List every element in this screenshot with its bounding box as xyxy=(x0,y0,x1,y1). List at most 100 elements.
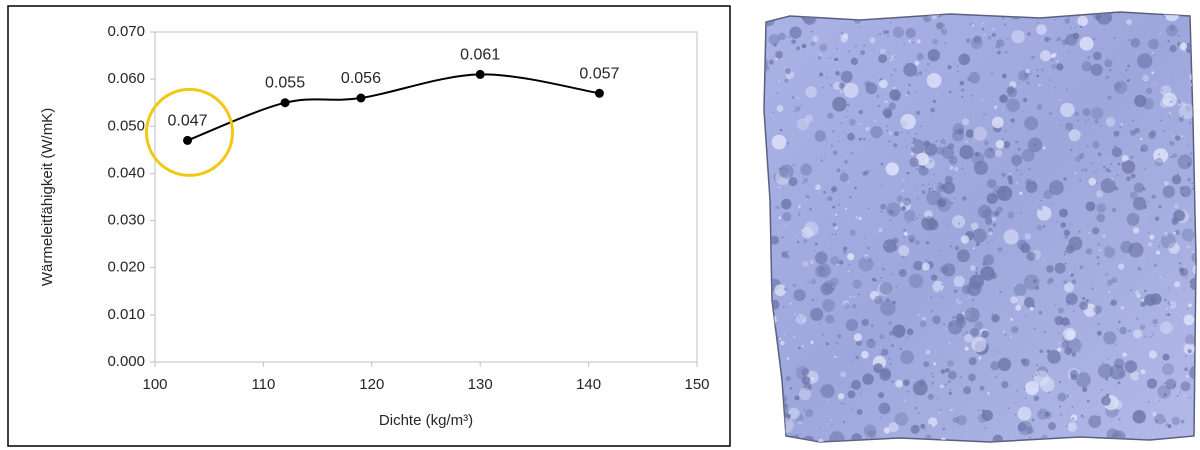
pore xyxy=(1026,427,1034,435)
pore xyxy=(1047,350,1061,364)
pore xyxy=(778,417,794,433)
pore xyxy=(832,206,835,209)
data-point xyxy=(595,89,604,98)
pore xyxy=(949,343,951,345)
pore xyxy=(793,336,796,339)
pore xyxy=(821,159,823,161)
pore xyxy=(890,8,897,15)
pore xyxy=(885,12,887,14)
pore xyxy=(914,188,916,190)
pore xyxy=(1062,341,1069,348)
pore xyxy=(924,430,926,432)
data-point xyxy=(183,136,192,145)
pore xyxy=(1016,390,1018,392)
pore xyxy=(894,57,896,59)
pore xyxy=(943,323,945,325)
pore xyxy=(1056,221,1058,223)
pore xyxy=(852,280,861,289)
pore xyxy=(924,158,935,169)
pore xyxy=(1164,16,1166,18)
pore xyxy=(1108,96,1112,100)
pore xyxy=(1079,301,1088,310)
pore xyxy=(838,393,844,399)
pore xyxy=(1161,120,1163,122)
pore xyxy=(952,215,965,228)
pore xyxy=(810,260,814,264)
pore xyxy=(924,141,930,147)
pore xyxy=(1025,397,1027,399)
data-point xyxy=(356,94,365,103)
pore xyxy=(1059,406,1061,408)
pore xyxy=(1189,284,1191,286)
pore xyxy=(1092,141,1099,148)
pore xyxy=(974,321,983,330)
pore xyxy=(787,251,789,253)
pore xyxy=(1054,317,1056,319)
pore xyxy=(1024,274,1040,290)
pore xyxy=(796,46,800,50)
pore xyxy=(936,22,943,29)
pore xyxy=(887,35,889,37)
pore xyxy=(907,391,909,393)
y-tick-label: 0.070 xyxy=(107,23,145,40)
pore xyxy=(945,42,947,44)
pore xyxy=(1105,273,1108,276)
pore xyxy=(1060,222,1066,228)
pore xyxy=(1066,89,1068,91)
pore xyxy=(957,71,959,73)
pore xyxy=(925,69,927,71)
pore xyxy=(769,60,774,65)
pore xyxy=(843,33,848,38)
pore xyxy=(1133,329,1142,338)
pore xyxy=(1036,75,1039,78)
pore xyxy=(930,108,935,113)
pore xyxy=(941,369,946,374)
pore xyxy=(1101,389,1103,391)
pore xyxy=(911,380,913,382)
pore xyxy=(862,171,867,176)
pore xyxy=(759,228,764,233)
pore xyxy=(790,303,792,305)
pore xyxy=(903,180,905,182)
pore xyxy=(1070,27,1072,29)
pore xyxy=(1130,156,1133,159)
pore xyxy=(786,414,791,419)
pore xyxy=(932,281,943,292)
pore xyxy=(949,392,952,395)
pore xyxy=(855,45,857,47)
pore xyxy=(1093,38,1095,40)
pore xyxy=(1091,107,1103,119)
pore xyxy=(1118,13,1120,15)
pore xyxy=(1165,314,1167,316)
pore xyxy=(1178,155,1193,170)
pore xyxy=(1037,409,1048,420)
pore xyxy=(760,419,762,421)
pore xyxy=(1034,328,1036,330)
pore xyxy=(886,130,888,132)
pore xyxy=(998,247,1003,252)
pore xyxy=(950,166,954,170)
pore xyxy=(1024,297,1035,308)
pore xyxy=(854,333,862,341)
pore xyxy=(1163,130,1165,132)
pore xyxy=(916,53,923,60)
pore xyxy=(847,110,849,112)
pore xyxy=(880,282,892,294)
pore xyxy=(922,184,924,186)
pore xyxy=(1114,81,1127,94)
pore xyxy=(1088,232,1090,234)
pore xyxy=(804,222,819,237)
pore xyxy=(820,54,822,56)
figure: Dichte (kg/m³) Wärmeleitfähigkeit (W/mK)… xyxy=(0,0,1200,450)
pore xyxy=(1188,50,1190,52)
pore xyxy=(870,126,882,138)
pore xyxy=(778,80,780,82)
pore xyxy=(999,291,1001,293)
pore xyxy=(798,347,801,350)
pore xyxy=(1184,367,1188,371)
pore xyxy=(931,386,933,388)
pore xyxy=(874,296,883,305)
pore xyxy=(932,316,941,325)
pore xyxy=(829,57,831,59)
pore xyxy=(1061,124,1063,126)
